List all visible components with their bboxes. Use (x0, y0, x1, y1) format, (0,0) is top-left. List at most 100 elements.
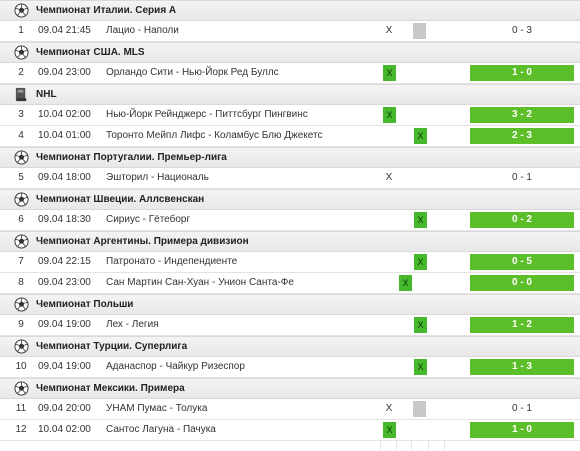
match-number: 12 (15, 424, 27, 435)
match-score: 0 - 2 (470, 212, 574, 228)
match-datetime: 10.04 02:00 (38, 424, 91, 435)
league-title: NHL (36, 89, 57, 100)
outcome-pick-correct: X (414, 212, 427, 228)
match-teams: Нью-Йорк Рейнджерс - Питтсбург Пингвинс (106, 109, 308, 120)
match-row[interactable]: 9 09.04 19:00 Лех - Легия X 1 - 2 (0, 315, 580, 336)
match-datetime: 09.04 23:00 (38, 277, 91, 288)
outcome-pick-correct: X (414, 254, 427, 270)
match-datetime: 09.04 18:00 (38, 172, 91, 183)
match-datetime: 10.04 01:00 (38, 130, 91, 141)
soccer-ball-icon (14, 45, 29, 60)
outcome-placeholder (413, 401, 426, 417)
outcome-pick: X (385, 172, 393, 183)
match-score: 2 - 3 (470, 128, 574, 144)
outcome-pick-correct: X (383, 107, 396, 123)
league-title: Чемпионат Польши (36, 299, 134, 310)
league-header: Чемпионат Турции. Суперлига (0, 336, 580, 357)
league-header: Чемпионат Мексики. Примера (0, 378, 580, 399)
match-datetime: 09.04 19:00 (38, 319, 91, 330)
match-row[interactable]: 12 10.04 02:00 Сантос Лагуна - Пачука X 1 - … (0, 420, 580, 441)
match-teams: Сириус - Гётеборг (106, 214, 191, 225)
match-teams: Орландо Сити - Нью-Йорк Ред Буллс (106, 67, 279, 78)
league-title: Чемпионат США. MLS (36, 47, 145, 58)
match-score: 0 - 5 (470, 254, 574, 270)
match-score: 0 - 3 (511, 25, 532, 36)
league-title: Чемпионат Италии. Серия А (36, 5, 177, 16)
outcome-pick: X (385, 403, 393, 414)
match-datetime: 09.04 20:00 (38, 403, 91, 414)
outcome-pick-correct: X (414, 359, 427, 375)
match-datetime: 09.04 23:00 (38, 67, 91, 78)
match-number: 2 (18, 67, 24, 78)
league-title: Чемпионат Аргентины. Примера дивизион (36, 236, 249, 247)
match-row[interactable]: 11 09.04 20:00 УНАМ Пумас - Толука X 0 - 1 (0, 399, 580, 420)
match-row[interactable]: 5 09.04 18:00 Эшторил - Националь X 0 - 1 (0, 168, 580, 189)
soccer-ball-icon (14, 192, 29, 207)
match-score: 0 - 1 (511, 172, 532, 183)
match-score: 0 - 0 (470, 275, 574, 291)
outcome-pick-correct: X (383, 422, 396, 438)
match-row[interactable]: 6 09.04 18:30 Сириус - Гётеборг X 0 - 2 (0, 210, 580, 231)
match-datetime: 10.04 02:00 (38, 109, 91, 120)
match-number: 8 (18, 277, 24, 288)
match-row[interactable]: 3 10.04 02:00 Нью-Йорк Рейнджерс - Питтсбу… (0, 105, 580, 126)
soccer-ball-icon (14, 297, 29, 312)
match-teams: Лех - Легия (106, 319, 159, 330)
match-teams: Сантос Лагуна - Пачука (106, 424, 216, 435)
match-teams: Эшторил - Националь (106, 172, 209, 183)
match-teams: УНАМ Пумас - Толука (106, 403, 208, 414)
outcome-pick: X (385, 25, 393, 36)
outcome-placeholder (413, 23, 426, 39)
league-header: Чемпионат Италии. Серия А (0, 0, 580, 21)
league-title: Чемпионат Швеции. Аллсвенскан (36, 194, 205, 205)
match-teams: Патронато - Индепендиенте (106, 256, 238, 267)
soccer-ball-icon (14, 234, 29, 249)
soccer-ball-icon (14, 3, 29, 18)
match-number: 11 (15, 403, 27, 414)
match-teams: Аданаспор - Чайкур Ризеспор (106, 361, 245, 372)
match-row[interactable]: 4 10.04 01:00 Торонто Мейпл Лифс - Коламбу… (0, 126, 580, 147)
league-header: Чемпионат Аргентины. Примера дивизион (0, 231, 580, 252)
league-header: Чемпионат США. MLS (0, 42, 580, 63)
outcome-pick-correct: X (399, 275, 412, 291)
league-title: Чемпионат Португалии. Премьер-лига (36, 152, 227, 163)
match-row[interactable]: 1 09.04 21:45 Лацио - Наполи X 0 - 3 (0, 21, 580, 42)
match-row[interactable]: 2 09.04 23:00 Орландо Сити - Нью-Йорк Ред … (0, 63, 580, 84)
outcome-pick-correct: X (414, 128, 427, 144)
match-number: 6 (18, 214, 24, 225)
soccer-ball-icon (14, 381, 29, 396)
league-header: Чемпионат Португалии. Премьер-лига (0, 147, 580, 168)
match-score: 3 - 2 (470, 107, 574, 123)
soccer-ball-icon (14, 339, 29, 354)
match-teams: Лацио - Наполи (106, 25, 179, 36)
match-score: 1 - 0 (470, 65, 574, 81)
match-teams: Торонто Мейпл Лифс - Коламбус Блю Джекет… (106, 130, 323, 141)
league-title: Чемпионат Турции. Суперлига (36, 341, 188, 352)
match-score: 1 - 3 (470, 359, 574, 375)
match-number: 3 (18, 109, 24, 120)
match-score: 1 - 0 (470, 422, 574, 438)
match-number: 1 (18, 25, 24, 36)
league-header: NHL (0, 84, 580, 105)
match-row[interactable]: 8 09.04 23:00 Сан Мартин Сан-Хуан - Унион … (0, 273, 580, 294)
league-header: Чемпионат Польши (0, 294, 580, 315)
match-number: 7 (18, 256, 24, 267)
match-number: 9 (18, 319, 24, 330)
match-number: 4 (18, 130, 24, 141)
match-row[interactable]: 10 09.04 19:00 Аданаспор - Чайкур Ризеспор… (0, 357, 580, 378)
match-score: 0 - 1 (511, 403, 532, 414)
outcome-pick-correct: X (414, 317, 427, 333)
match-teams: Сан Мартин Сан-Хуан - Унион Санта-Фе (106, 277, 294, 288)
match-number: 5 (18, 172, 24, 183)
outcome-pick-correct: X (383, 65, 396, 81)
match-score: 1 - 2 (470, 317, 574, 333)
league-header: Чемпионат Швеции. Аллсвенскан (0, 189, 580, 210)
match-datetime: 09.04 22:15 (38, 256, 91, 267)
match-datetime: 09.04 21:45 (38, 25, 91, 36)
league-title: Чемпионат Мексики. Примера (36, 383, 185, 394)
match-datetime: 09.04 18:30 (38, 214, 91, 225)
match-row[interactable]: 7 09.04 22:15 Патронато - Индепендиенте X 0 … (0, 252, 580, 273)
soccer-ball-icon (14, 150, 29, 165)
hockey-icon (14, 87, 29, 102)
